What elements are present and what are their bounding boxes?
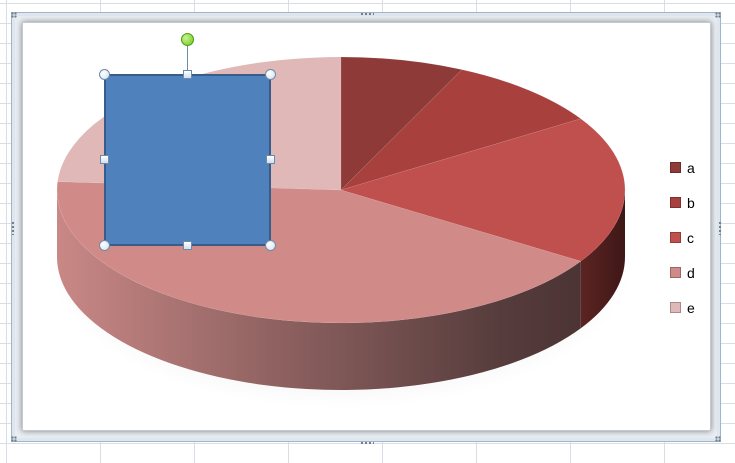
resize-handle-right[interactable]	[266, 155, 275, 164]
legend-swatch-c	[670, 232, 681, 243]
pie-sides	[57, 190, 625, 390]
frame-handle-top[interactable]	[360, 12, 374, 16]
legend-label: e	[687, 299, 695, 316]
legend-label: d	[687, 264, 695, 281]
chart-legend[interactable]: a b c d e	[670, 150, 710, 325]
pie-side-c	[580, 190, 625, 329]
frame-handle-bottom-right[interactable]	[715, 436, 721, 442]
legend-swatch-b	[670, 197, 681, 208]
legend-item-c[interactable]: c	[670, 220, 710, 255]
pie-slice-b	[340, 69, 582, 191]
resize-handle-left[interactable]	[100, 155, 109, 164]
frame-handle-bottom[interactable]	[360, 441, 374, 445]
legend-swatch-e	[670, 302, 681, 313]
frame-handle-top-right[interactable]	[715, 12, 721, 18]
legend-item-e[interactable]: e	[670, 290, 710, 325]
pie-side-d	[57, 190, 581, 390]
legend-label: a	[687, 159, 695, 176]
pie-slice-c	[340, 118, 626, 262]
legend-item-d[interactable]: d	[670, 255, 710, 290]
resize-handle-bottom[interactable]	[183, 241, 192, 250]
frame-handle-right[interactable]	[718, 221, 722, 235]
frame-handle-left[interactable]	[11, 221, 15, 235]
rotation-connector	[187, 46, 188, 74]
frame-handle-top-left[interactable]	[11, 12, 17, 18]
legend-item-a[interactable]: a	[670, 150, 710, 185]
legend-item-b[interactable]: b	[670, 185, 710, 220]
pie-slice-a	[340, 56, 463, 191]
resize-handle-top[interactable]	[183, 70, 192, 79]
legend-label: b	[687, 194, 695, 211]
resize-handle-top-right[interactable]	[265, 69, 276, 80]
resize-handle-bottom-left[interactable]	[99, 240, 110, 251]
frame-handle-bottom-left[interactable]	[11, 436, 17, 442]
resize-handle-bottom-right[interactable]	[265, 240, 276, 251]
rotation-handle[interactable]	[181, 33, 194, 46]
resize-handle-top-left[interactable]	[99, 69, 110, 80]
legend-swatch-d	[670, 267, 681, 278]
legend-swatch-a	[670, 162, 681, 173]
rectangle-shape[interactable]	[104, 74, 271, 246]
legend-label: c	[687, 229, 694, 246]
